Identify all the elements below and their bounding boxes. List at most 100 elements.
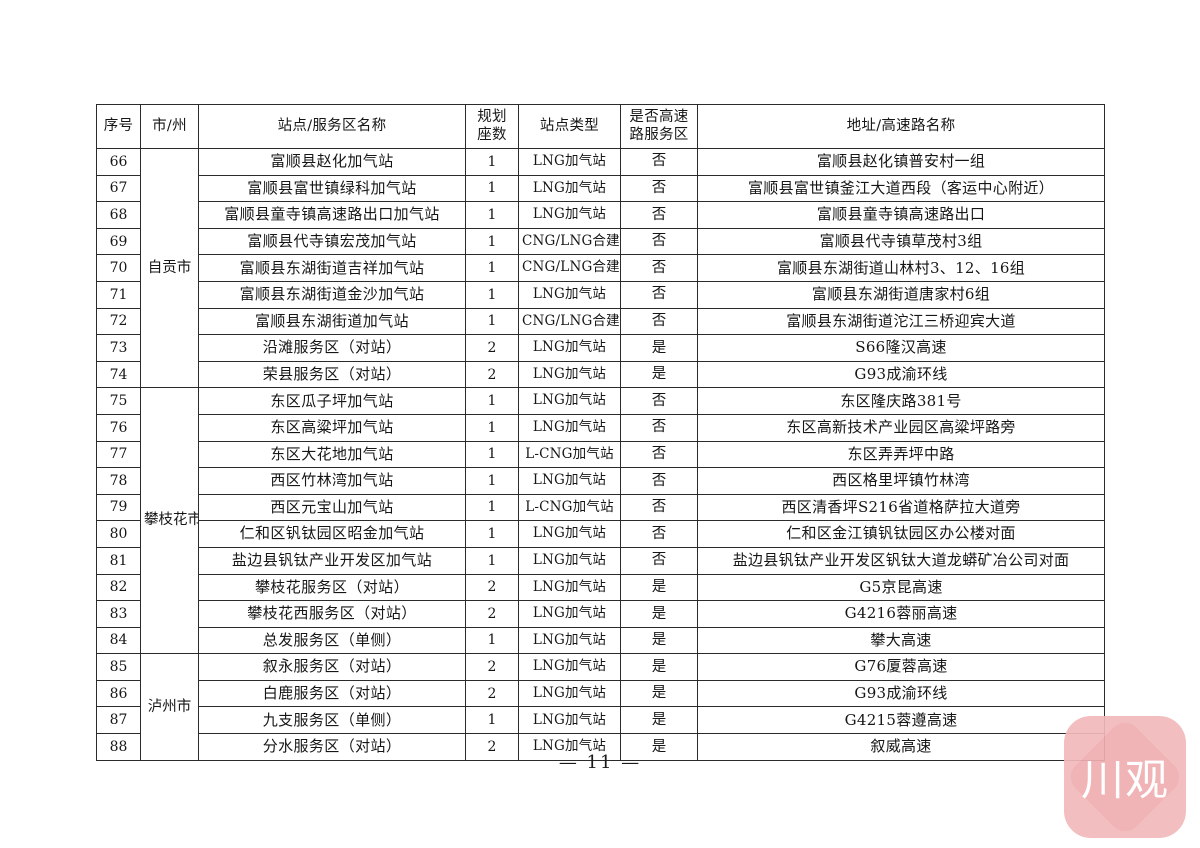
- cell-station-name: 东区高粱坪加气站: [198, 413, 466, 442]
- cell-station-type: L-CNG加气站: [518, 493, 621, 522]
- cell-address: 东区高新技术产业园区高粱坪路旁: [697, 413, 1105, 442]
- table-row: 86 白鹿服务区（对站） 2 LNG加气站是 G93成渝环线: [96, 679, 1105, 708]
- cell-planned-seats: 1: [465, 201, 519, 229]
- cell-city: 自贡市: [140, 147, 199, 389]
- cell-station-name: 攀枝花西服务区（对站）: [198, 600, 466, 628]
- cell-is-highway-area: 否: [620, 387, 698, 415]
- cell-address: G4215蓉遵高速: [697, 706, 1105, 735]
- cell-sequence-number: 70: [96, 254, 141, 282]
- cell-address: 盐边县钒钛产业开发区钒钛大道龙蟒矿冶公司对面: [697, 546, 1105, 575]
- cell-station-type: LNG加气站: [518, 679, 621, 708]
- cell-sequence-number: 74: [96, 360, 141, 389]
- cell-city: 泸州市: [140, 653, 199, 761]
- cell-station-type: LNG加气站: [518, 280, 621, 309]
- cell-is-highway-area: 否: [620, 440, 698, 469]
- cell-station-name: 西区元宝山加气站: [198, 493, 466, 522]
- cell-sequence-number: 79: [96, 493, 141, 522]
- cell-station-name: 分水服务区（对站）: [198, 733, 466, 761]
- cell-is-highway-area: 是: [620, 679, 698, 708]
- cell-address: 富顺县东湖街道沱江三桥迎宾大道: [697, 307, 1105, 336]
- cell-station-type: LNG加气站: [518, 733, 621, 761]
- cell-is-highway-area: 是: [620, 706, 698, 735]
- cell-sequence-number: 86: [96, 679, 141, 708]
- table-header: 序号 市/州 站点/服务区名称 规划 座数 站点类型 是否高速 路服务区 地址/…: [96, 104, 1105, 149]
- cell-is-highway-area: 否: [620, 520, 698, 548]
- cell-planned-seats: 1: [465, 280, 519, 309]
- cell-station-name: 富顺县代寺镇宏茂加气站: [198, 227, 466, 256]
- table-row: 67 富顺县富世镇绿科加气站 1 LNG加气站否富顺县富世镇釜江大道西段（客运中心附近…: [96, 174, 1105, 203]
- cell-sequence-number: 69: [96, 227, 141, 256]
- table-row: 85 泸州市 叙永服务区（对站） 2 LNG加气站是 G76厦蓉高速: [96, 653, 1105, 761]
- cell-planned-seats: 1: [465, 254, 519, 282]
- cell-is-highway-area: 是: [620, 733, 698, 761]
- cell-address: 东区隆庆路381号: [697, 387, 1105, 415]
- cell-planned-seats: 1: [465, 626, 519, 655]
- cell-planned-seats: 2: [465, 600, 519, 628]
- cell-station-name: 荣县服务区（对站）: [198, 360, 466, 389]
- cell-station-name: 西区竹林湾加气站: [198, 467, 466, 495]
- cell-station-type: LNG加气站: [518, 360, 621, 389]
- stations-table: 序号 市/州 站点/服务区名称 规划 座数 站点类型 是否高速 路服务区 地址/…: [96, 104, 1105, 761]
- cell-is-highway-area: 是: [620, 653, 698, 681]
- cell-is-highway-area: 否: [620, 467, 698, 495]
- cell-planned-seats: 1: [465, 413, 519, 442]
- table-body: 66 自贡市 富顺县赵化加气站 1 LNG加气站否富顺县赵化镇普安村一组 67 富顺县富世镇…: [96, 147, 1105, 761]
- cell-is-highway-area: 是: [620, 600, 698, 628]
- cell-planned-seats: 2: [465, 334, 519, 362]
- cell-station-name: 富顺县东湖街道加气站: [198, 307, 466, 336]
- cell-station-name: 总发服务区（单侧）: [198, 626, 466, 655]
- cell-station-name: 富顺县东湖街道吉祥加气站: [198, 254, 466, 282]
- table-row: 71 富顺县东湖街道金沙加气站 1 LNG加气站否富顺县东湖街道唐家村6组: [96, 280, 1105, 309]
- cell-station-name: 攀枝花服务区（对站）: [198, 573, 466, 602]
- cell-address: 富顺县东湖街道山林村3、12、16组: [697, 254, 1105, 282]
- cell-planned-seats: 2: [465, 573, 519, 602]
- cell-is-highway-area: 是: [620, 334, 698, 362]
- cell-planned-seats: 1: [465, 174, 519, 203]
- cell-planned-seats: 1: [465, 467, 519, 495]
- cell-is-highway-area: 否: [620, 254, 698, 282]
- cell-planned-seats: 1: [465, 387, 519, 415]
- cell-station-name: 东区大花地加气站: [198, 440, 466, 469]
- cell-planned-seats: 2: [465, 360, 519, 389]
- table-row: 75 攀枝花市 东区瓜子坪加气站 1 LNG加气站否东区隆庆路381号: [96, 387, 1105, 655]
- table-header-row: 序号 市/州 站点/服务区名称 规划 座数 站点类型 是否高速 路服务区 地址/…: [96, 104, 1105, 149]
- cell-planned-seats: 1: [465, 493, 519, 522]
- cell-station-type: LNG加气站: [518, 467, 621, 495]
- table-row: 88 分水服务区（对站） 2 LNG加气站是叙威高速: [96, 733, 1105, 761]
- cell-planned-seats: 1: [465, 227, 519, 256]
- cell-sequence-number: 76: [96, 413, 141, 442]
- cell-station-name: 东区瓜子坪加气站: [198, 387, 466, 415]
- cell-station-type: LNG加气站: [518, 387, 621, 415]
- cell-address: 富顺县赵化镇普安村一组: [697, 148, 1105, 176]
- table-row: 82 攀枝花服务区（对站） 2 LNG加气站是 G5京昆高速: [96, 573, 1105, 602]
- table-row: 76 东区高粱坪加气站 1 LNG加气站否东区高新技术产业园区高粱坪路旁: [96, 413, 1105, 442]
- cell-station-name: 富顺县赵化加气站: [198, 148, 466, 176]
- cell-station-type: LNG加气站: [518, 600, 621, 628]
- cell-is-highway-area: 是: [620, 626, 698, 655]
- column-header-address: 地址/高速路名称: [697, 104, 1105, 149]
- cell-is-highway-area: 否: [620, 280, 698, 309]
- cell-address: G76厦蓉高速: [697, 653, 1105, 681]
- cell-address: 西区格里坪镇竹林湾: [697, 467, 1105, 495]
- cell-planned-seats: 1: [465, 520, 519, 548]
- column-header-highway-line1: 是否高速: [629, 108, 689, 125]
- table-row: 87 九支服务区（单侧） 1 LNG加气站是 G4215蓉遵高速: [96, 706, 1105, 735]
- cell-address: 攀大高速: [697, 626, 1105, 655]
- column-header-seq: 序号: [96, 104, 141, 149]
- table-row: 68 富顺县童寺镇高速路出口加气站 1 LNG加气站否富顺县童寺镇高速路出口: [96, 201, 1105, 229]
- cell-planned-seats: 1: [465, 307, 519, 336]
- cell-station-name: 仁和区钒钛园区昭金加气站: [198, 520, 466, 548]
- cell-is-highway-area: 否: [620, 307, 698, 336]
- cell-station-name: 九支服务区（单侧）: [198, 706, 466, 735]
- cell-station-name: 盐边县钒钛产业开发区加气站: [198, 546, 466, 575]
- cell-planned-seats: 1: [465, 546, 519, 575]
- column-header-station-type: 站点类型: [518, 104, 621, 149]
- cell-station-type: LNG加气站: [518, 413, 621, 442]
- cell-city: 攀枝花市: [140, 387, 199, 655]
- column-header-planned-seats-line1: 规划: [477, 108, 507, 125]
- cell-sequence-number: 81: [96, 546, 141, 575]
- column-header-is-highway-service-area: 是否高速 路服务区: [620, 104, 698, 149]
- cell-planned-seats: 1: [465, 148, 519, 176]
- cell-address: 富顺县代寺镇草茂村3组: [697, 227, 1105, 256]
- cell-is-highway-area: 否: [620, 201, 698, 229]
